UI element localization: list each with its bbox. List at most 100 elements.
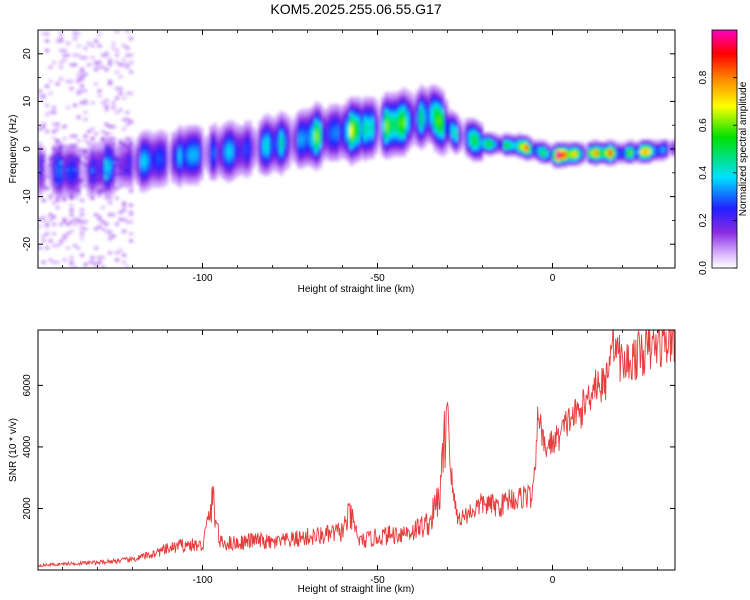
heatmap-cell	[419, 141, 424, 145]
heatmap-cell	[430, 137, 435, 141]
heatmap-cell	[402, 96, 407, 100]
heatmap-cell	[244, 146, 249, 150]
heatmap-cell	[591, 146, 596, 150]
heatmap-cell	[265, 144, 270, 148]
heatmap-cell	[66, 149, 71, 152]
heatmap-cell	[255, 141, 260, 145]
heatmap-cell	[62, 158, 67, 162]
heatmap-cell	[307, 113, 312, 117]
heatmap-cell	[206, 156, 211, 160]
heatmap-cell	[650, 141, 655, 145]
heatmap-cell	[307, 110, 312, 114]
heatmap-cell	[447, 122, 452, 126]
heatmap-cell	[503, 137, 508, 141]
heatmap-cell	[80, 75, 85, 79]
heatmap-cell	[426, 110, 431, 114]
heatmap-cell	[150, 177, 155, 181]
heatmap-cell	[454, 122, 459, 126]
heatmap-cell	[314, 168, 319, 172]
heatmap-cell	[80, 56, 85, 60]
heatmap-cell	[101, 175, 106, 179]
heatmap-cell	[216, 144, 221, 148]
heatmap-cell	[388, 151, 393, 155]
heatmap-cell	[111, 125, 116, 129]
heatmap-cell	[188, 137, 193, 141]
heatmap-cell	[381, 134, 386, 138]
heatmap-cell	[62, 153, 67, 157]
heatmap-cell	[41, 187, 46, 191]
heatmap-cell	[59, 32, 64, 36]
heatmap-cell	[409, 115, 414, 119]
heatmap-cell	[230, 144, 235, 148]
heatmap-cell	[258, 158, 263, 162]
heatmap-cell	[108, 156, 113, 160]
heatmap-cell	[97, 144, 102, 148]
heatmap-cell	[412, 101, 417, 105]
snr-series-line	[38, 330, 675, 568]
heatmap-cell	[192, 182, 197, 186]
heatmap-cell	[472, 151, 477, 155]
heatmap-cell	[405, 110, 410, 114]
heatmap-cell	[83, 118, 88, 122]
heatmap-cell	[111, 144, 116, 148]
heatmap-cell	[104, 149, 109, 152]
heatmap-cell	[395, 91, 400, 95]
heatmap-cell	[304, 122, 309, 126]
heatmap-cell	[356, 146, 361, 150]
heatmap-cell	[248, 151, 253, 155]
heatmap-cell	[349, 103, 354, 107]
heatmap-cell	[454, 134, 459, 138]
heatmap-cell	[430, 127, 435, 131]
heatmap-cell	[468, 118, 473, 122]
heatmap-cell	[227, 132, 232, 136]
heatmap-cell	[636, 151, 641, 155]
heatmap-cell	[171, 146, 176, 150]
heatmap-cell	[90, 153, 95, 157]
heatmap-cell	[335, 115, 340, 119]
heatmap-cell	[52, 156, 57, 160]
heatmap-cell	[216, 165, 221, 169]
heatmap-cell	[360, 125, 365, 129]
heatmap-cell	[258, 156, 263, 160]
heatmap-cell	[493, 144, 498, 148]
heatmap-cell	[356, 151, 361, 155]
heatmap-cell	[90, 179, 95, 183]
heatmap-cell	[377, 141, 382, 145]
heatmap-cell	[269, 127, 274, 131]
heatmap-cell	[150, 168, 155, 172]
heatmap-cell	[143, 158, 148, 162]
heatmap-cell	[668, 151, 673, 155]
heatmap-cell	[332, 110, 337, 114]
heatmap-cell	[283, 158, 288, 162]
heatmap-cell	[216, 156, 221, 160]
heatmap-cell	[202, 160, 207, 164]
heatmap-cell	[125, 170, 130, 174]
heatmap-cell	[318, 156, 323, 160]
heatmap-cell	[132, 146, 137, 150]
heatmap-cell	[349, 144, 354, 148]
heatmap-cell	[143, 149, 148, 152]
heatmap-cell	[321, 149, 326, 152]
heatmap-cell	[237, 172, 242, 176]
heatmap-cell	[62, 165, 67, 169]
heatmap-cell	[192, 158, 197, 162]
heatmap-cell	[139, 156, 144, 160]
heatmap-cell	[223, 168, 228, 172]
heatmap-cell	[45, 49, 50, 53]
heatmap-cell	[374, 141, 379, 145]
heatmap-cell	[258, 149, 263, 152]
heatmap-cell	[293, 118, 298, 122]
heatmap-cell	[73, 170, 78, 174]
heatmap-cell	[108, 125, 113, 129]
heatmap-cell	[314, 139, 319, 143]
heatmap-cell	[356, 127, 361, 131]
heatmap-cell	[489, 144, 494, 148]
heatmap-cell	[269, 144, 274, 148]
heatmap-cell	[38, 156, 43, 160]
heatmap-cell	[62, 191, 67, 195]
heatmap-cell	[328, 108, 333, 112]
heatmap-cell	[629, 156, 634, 160]
heatmap-cell	[255, 158, 260, 162]
heatmap-cell	[332, 129, 337, 133]
heatmap-cell	[325, 115, 330, 119]
